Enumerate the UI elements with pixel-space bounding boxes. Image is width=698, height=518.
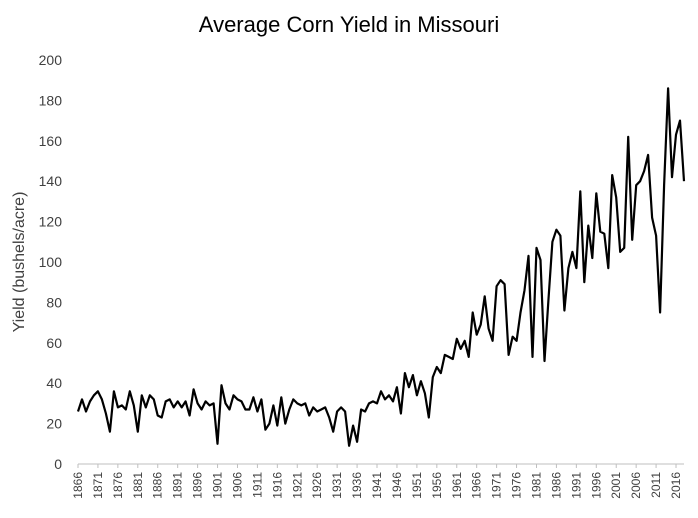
y-tick-label: 60 bbox=[46, 335, 62, 351]
x-tick-label: 1991 bbox=[569, 472, 583, 499]
x-tick-label: 1966 bbox=[470, 472, 484, 499]
y-tick-label: 200 bbox=[39, 52, 63, 68]
y-tick-label: 140 bbox=[39, 173, 63, 189]
x-tick-label: 1901 bbox=[211, 472, 225, 499]
x-tick-label: 1921 bbox=[290, 472, 304, 499]
series-line bbox=[76, 87, 686, 447]
x-tick-label: 1896 bbox=[191, 472, 205, 499]
y-tick-label: 0 bbox=[54, 456, 62, 472]
y-tick-label: 120 bbox=[39, 214, 63, 230]
x-tick-label: 1976 bbox=[510, 472, 524, 499]
x-tick-label: 2006 bbox=[629, 472, 643, 499]
x-tick-label: 1886 bbox=[151, 472, 165, 499]
x-tick-label: 1971 bbox=[490, 472, 504, 499]
x-tick-label: 1931 bbox=[330, 472, 344, 499]
x-tick-label: 1871 bbox=[91, 472, 105, 499]
x-tick-label: 1941 bbox=[370, 472, 384, 499]
x-tick-label: 2011 bbox=[649, 472, 663, 498]
x-tick-label: 2016 bbox=[669, 472, 683, 499]
y-tick-label: 40 bbox=[46, 375, 62, 391]
y-axis-ticks: 0 20 40 60 80 100 120 140 160 180 200 bbox=[39, 52, 63, 472]
x-tick-label: 1961 bbox=[450, 472, 464, 499]
x-tick-label: 1936 bbox=[350, 472, 364, 499]
chart-title: Average Corn Yield in Missouri bbox=[199, 12, 499, 37]
x-tick-label: 1891 bbox=[171, 472, 185, 499]
x-tick-label: 1881 bbox=[131, 472, 145, 499]
y-tick-label: 20 bbox=[46, 416, 62, 432]
y-tick-label: 180 bbox=[39, 92, 63, 108]
x-tick-label: 1946 bbox=[390, 472, 404, 499]
x-tick-label: 2001 bbox=[609, 472, 623, 499]
x-tick-label: 1906 bbox=[230, 472, 244, 499]
x-tick-label: 1911 bbox=[250, 472, 264, 498]
x-tick-label: 1951 bbox=[410, 472, 424, 499]
x-tick-label: 1926 bbox=[310, 472, 324, 499]
y-tick-label: 80 bbox=[46, 294, 62, 310]
x-tick-label: 1956 bbox=[430, 472, 444, 499]
y-axis-label: Yield (bushels/acre) bbox=[11, 192, 28, 333]
x-tick-label: 1866 bbox=[71, 472, 85, 499]
x-tick-label: 1916 bbox=[270, 472, 284, 499]
y-tick-label: 160 bbox=[39, 133, 63, 149]
x-tick-label: 1986 bbox=[549, 472, 563, 499]
x-tick-label: 1981 bbox=[529, 472, 543, 499]
y-tick-label: 100 bbox=[39, 254, 63, 270]
x-tick-label: 1996 bbox=[589, 472, 603, 499]
x-axis-ticks: 1866 1871 1876 1881 1886 1891 1896 1901 1906 1911… bbox=[71, 464, 683, 499]
x-tick-label: 1876 bbox=[111, 472, 125, 499]
